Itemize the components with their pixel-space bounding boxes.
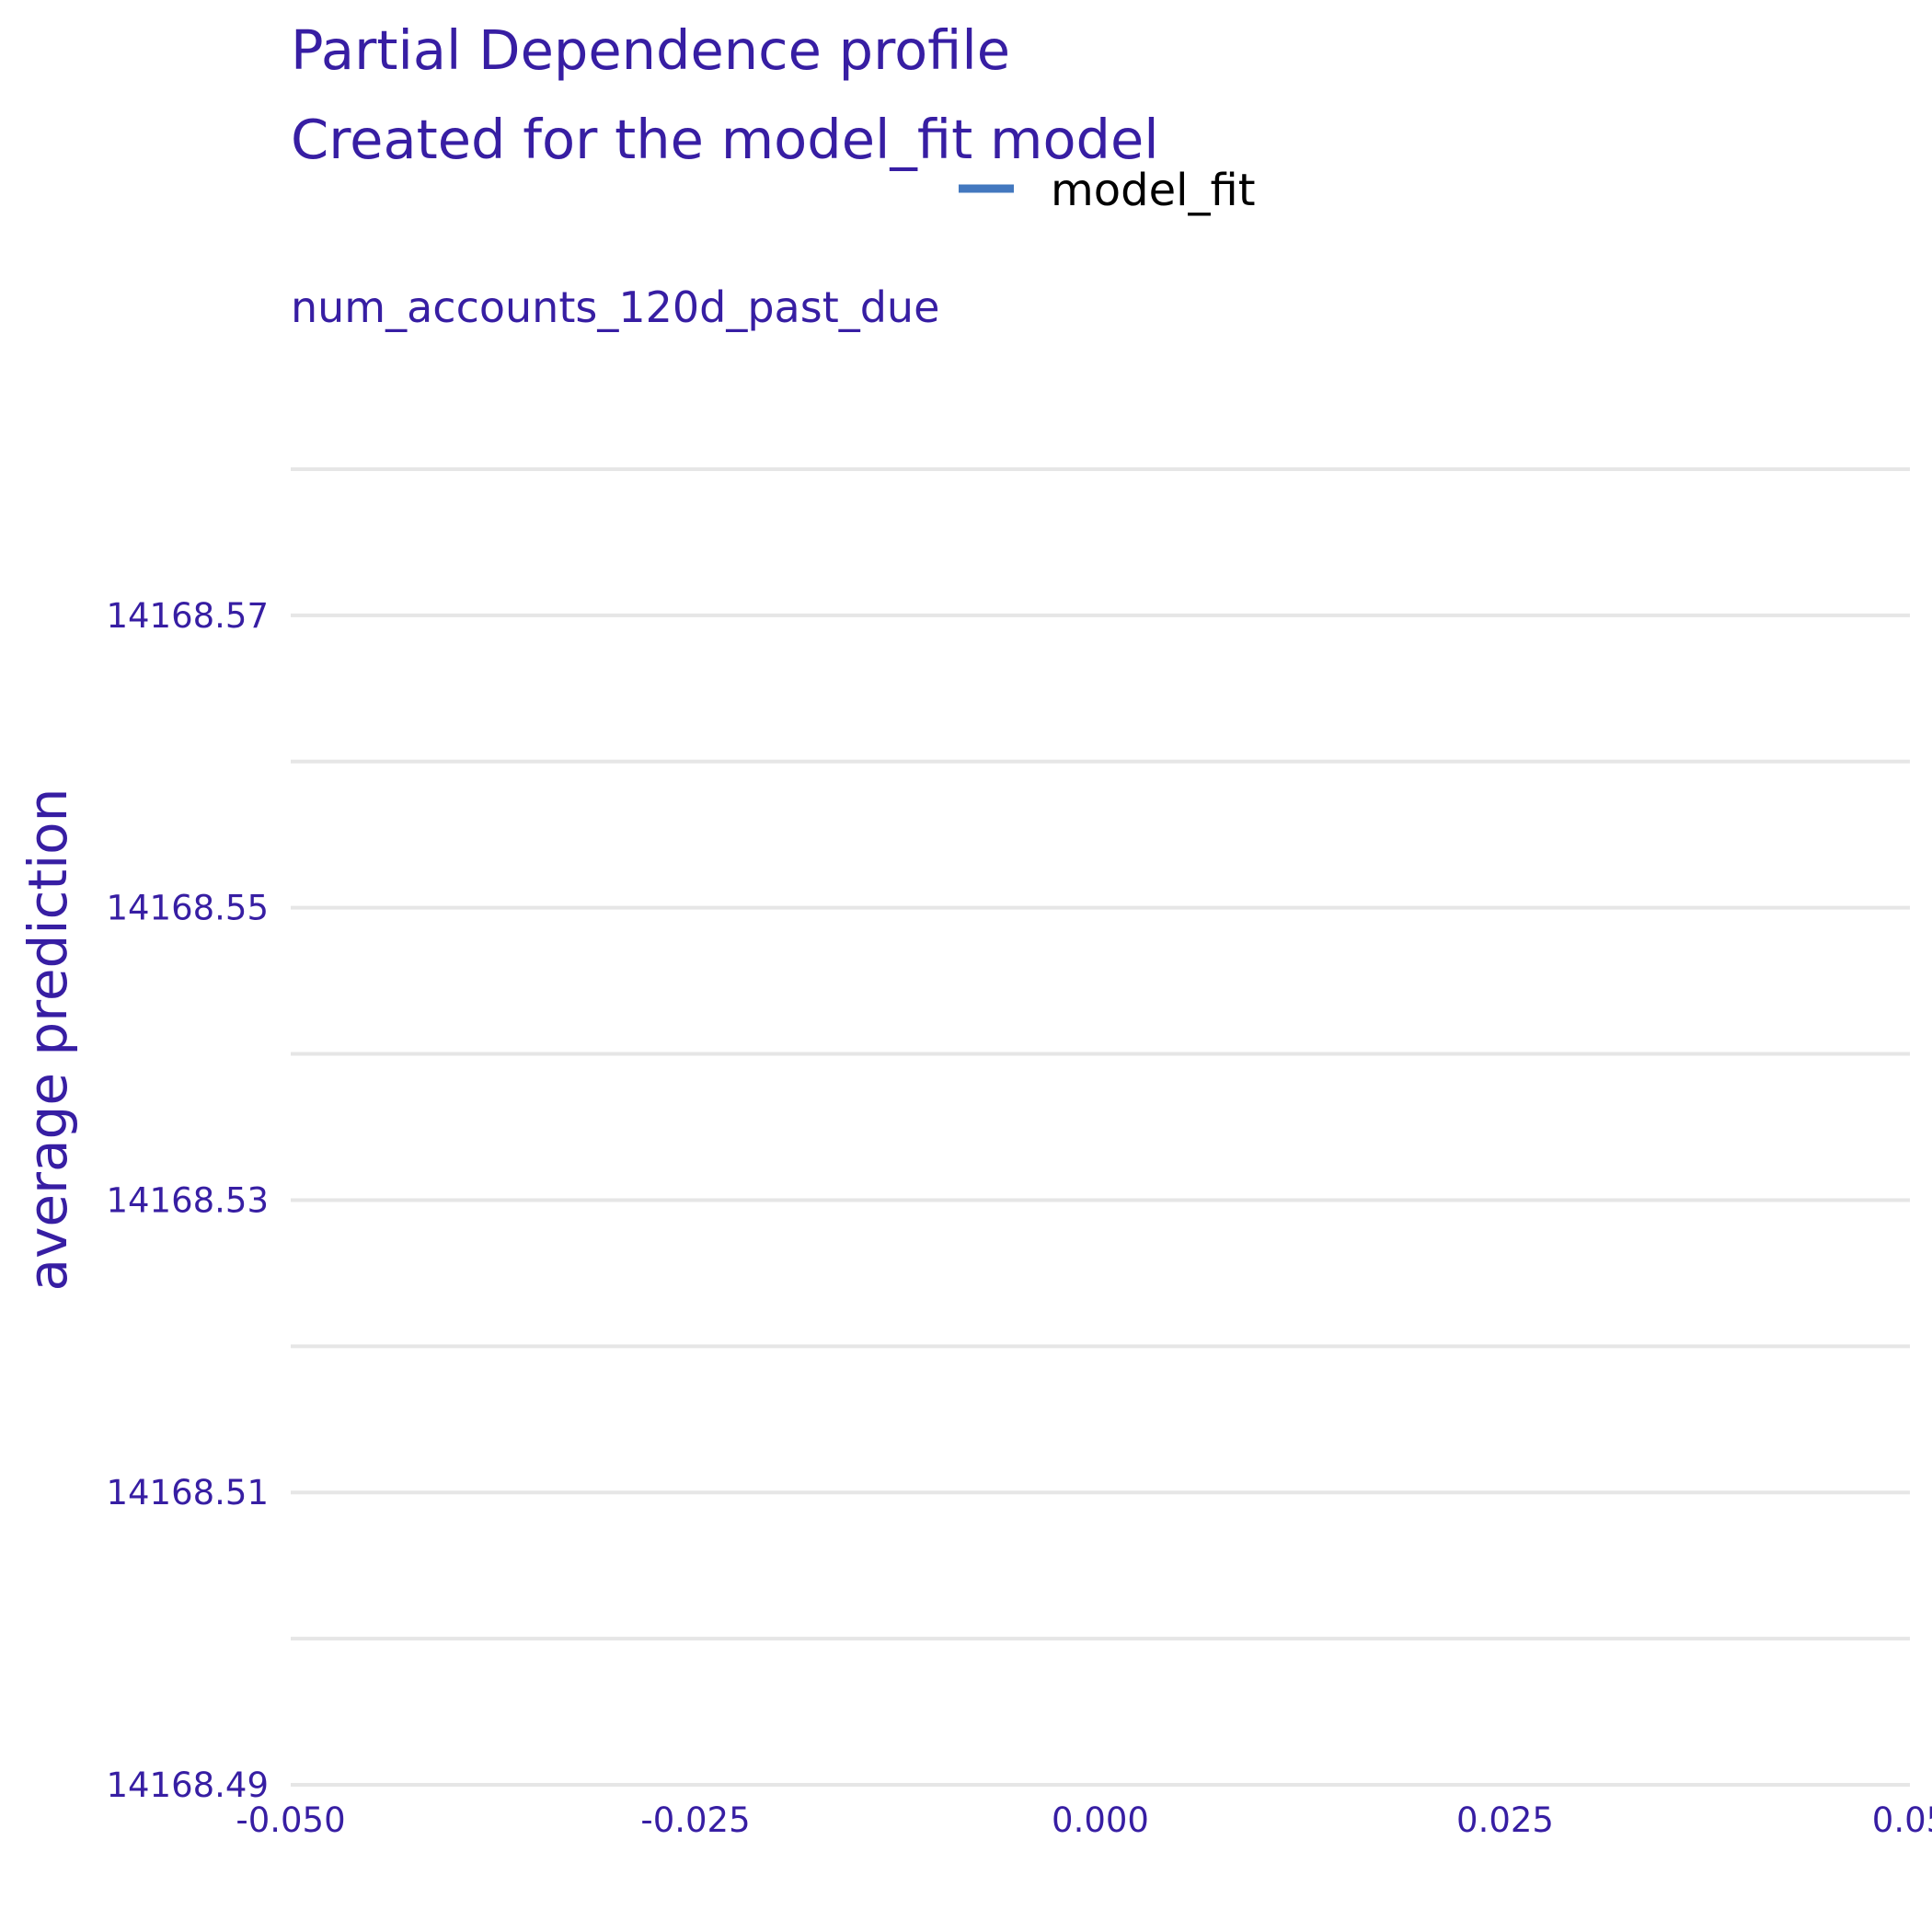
y-tick-label: 14168.57	[106, 596, 269, 636]
chart-subtitle: Created for the model_fit model	[291, 108, 1159, 171]
x-tick-label: -0.025	[640, 1800, 750, 1840]
facet-label: num_accounts_120d_past_due	[291, 282, 939, 332]
y-tick-label: 14168.53	[106, 1180, 269, 1220]
x-tick-label: 0.025	[1456, 1800, 1554, 1840]
legend-label-model-fit: model_fit	[1051, 165, 1256, 216]
x-tick-label: 0.05	[1872, 1800, 1932, 1840]
legend: model_fit	[959, 165, 1256, 216]
x-tick-label: 0.000	[1052, 1800, 1149, 1840]
x-axis-ticks: -0.050 -0.025 0.000 0.025 0.05	[236, 1800, 1932, 1840]
y-tick-label: 14168.49	[106, 1765, 269, 1805]
y-tick-label: 14168.51	[106, 1473, 269, 1512]
y-axis-ticks: 14168.49 14168.51 14168.53 14168.55 14168.57	[106, 596, 269, 1805]
chart-title: Partial Dependence profile	[291, 18, 1010, 82]
y-axis-title: average prediction	[17, 788, 79, 1292]
y-tick-label: 14168.55	[106, 889, 269, 928]
x-tick-label: -0.050	[236, 1800, 345, 1840]
gridlines	[291, 467, 1910, 1787]
